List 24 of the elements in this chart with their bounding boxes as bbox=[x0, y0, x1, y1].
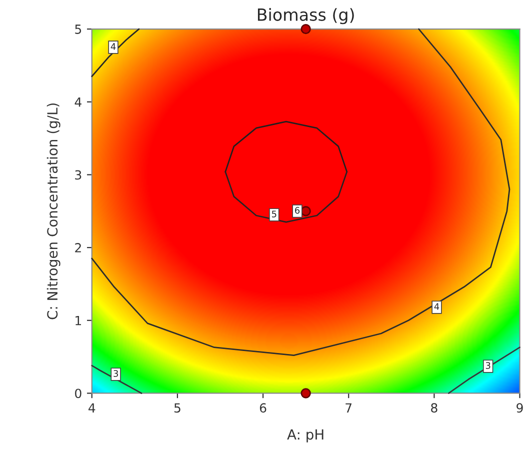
y-tick-label: 1 bbox=[76, 316, 81, 326]
x-tick-label: 6 bbox=[260, 403, 266, 413]
point bbox=[300, 24, 311, 34]
x-tick-label: 7 bbox=[346, 403, 352, 412]
x-tick-label: 5 bbox=[174, 403, 180, 413]
point bbox=[300, 388, 311, 398]
y-axis-title: C: Nitrogen Concentration (g/L) bbox=[46, 103, 60, 320]
x-tick-label: 4 bbox=[88, 403, 96, 412]
x-axis-title: A: pH bbox=[287, 429, 324, 442]
y-tick-label: 2 bbox=[75, 243, 81, 252]
annotation: 3 bbox=[486, 362, 490, 369]
annotation: 5 bbox=[272, 210, 276, 218]
annotation: 3 bbox=[114, 370, 118, 377]
annotation: 6 bbox=[295, 206, 300, 214]
chart-title: Biomass (g) bbox=[258, 8, 354, 24]
x-tick-label: 8 bbox=[431, 403, 438, 413]
line-series bbox=[91, 28, 140, 78]
y-tick-label: 4 bbox=[74, 98, 82, 107]
annotation: 4 bbox=[434, 303, 440, 310]
y-tick-label: 5 bbox=[75, 24, 82, 34]
y-tick-label: 0 bbox=[75, 388, 82, 398]
y-tick-label: 3 bbox=[75, 170, 82, 180]
x-tick-label: 9 bbox=[516, 403, 523, 413]
annotation: 4 bbox=[110, 43, 116, 50]
